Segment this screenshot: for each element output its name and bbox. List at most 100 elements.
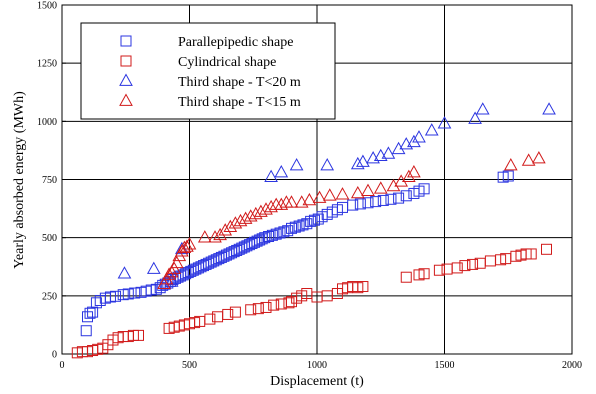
x-tick-label: 1500 (435, 360, 455, 371)
data-point (521, 153, 536, 166)
legend-label: Third shape - T<15 m (178, 95, 301, 110)
data-point (525, 248, 537, 260)
legend-label: Parallepipedic shape (178, 35, 293, 50)
data-point (293, 220, 305, 232)
data-point (354, 198, 366, 210)
data-point (218, 223, 233, 236)
data-point (475, 102, 490, 115)
x-tick-label: 500 (182, 360, 197, 371)
data-point (252, 303, 264, 315)
data-point (254, 204, 268, 217)
data-point (122, 288, 134, 300)
data-point (301, 218, 313, 230)
data-point (213, 227, 227, 241)
data-point (284, 195, 299, 208)
legend: Parallepipedic shape Cylindrical shape Thi… (80, 22, 336, 120)
data-point (87, 306, 99, 318)
data-point (245, 304, 257, 316)
data-point (362, 197, 374, 209)
data-point (302, 192, 317, 206)
data-point (278, 226, 290, 238)
data-point (373, 181, 388, 194)
legend-marker (120, 55, 132, 67)
data-point (305, 215, 317, 227)
data-point (297, 219, 309, 231)
data-point (377, 194, 389, 206)
data-point (468, 111, 482, 124)
data-point (266, 229, 278, 241)
y-tick-label: 1000 (37, 117, 57, 128)
data-point (541, 243, 552, 255)
data-marks (71, 102, 556, 359)
y-axis-title: Yearly absorbed energy (MWh) (12, 91, 27, 269)
data-point (312, 190, 327, 203)
data-point (274, 165, 289, 178)
data-point (412, 130, 426, 143)
data-point (289, 221, 301, 233)
data-point (467, 258, 479, 270)
data-point (401, 169, 416, 182)
data-point (451, 262, 463, 274)
y-tick-label: 500 (42, 233, 57, 244)
data-point (532, 151, 546, 164)
data-point (243, 209, 258, 222)
data-point (264, 169, 278, 182)
data-point (228, 216, 243, 229)
data-point (274, 227, 286, 239)
data-point (437, 116, 452, 129)
data-point (264, 199, 278, 213)
legend-marker (120, 35, 132, 47)
data-point (386, 178, 401, 192)
data-point (459, 260, 471, 272)
legend-marker (119, 93, 133, 106)
data-point (391, 141, 406, 155)
data-point (502, 170, 514, 182)
data-point (260, 301, 272, 313)
data-point (117, 266, 132, 279)
data-point (370, 196, 382, 208)
legend-label: Third shape - T<20 m (178, 75, 301, 90)
x-axis-title: Displacement (t) (270, 374, 364, 389)
data-point (418, 183, 430, 195)
data-point (407, 134, 421, 148)
data-point (289, 158, 304, 171)
data-point (229, 306, 241, 318)
legend-box (80, 22, 336, 120)
data-point (350, 156, 365, 170)
data-point (503, 158, 518, 171)
x-tick-label: 1000 (307, 360, 327, 371)
data-point (286, 222, 297, 234)
data-point (223, 219, 238, 233)
data-point (129, 287, 141, 299)
data-point (180, 239, 194, 252)
legend-label: Cylindrical shape (178, 55, 276, 70)
data-point (133, 329, 144, 341)
data-point (259, 232, 271, 244)
data-point (542, 102, 556, 115)
y-tick-label: 750 (42, 175, 57, 186)
data-point (164, 274, 179, 287)
data-point (248, 206, 263, 220)
data-point (222, 308, 234, 320)
data-point (274, 197, 289, 210)
data-point (270, 228, 282, 240)
data-point (177, 240, 192, 253)
data-point (347, 199, 359, 211)
data-point (146, 261, 161, 274)
data-point (400, 190, 412, 202)
data-point (400, 271, 412, 283)
data-point (238, 211, 253, 224)
data-point (393, 192, 405, 204)
data-point (263, 231, 275, 243)
data-point (80, 325, 92, 337)
data-point (356, 154, 370, 167)
data-point (282, 225, 294, 237)
data-point (169, 255, 184, 269)
data-point (233, 213, 248, 227)
data-point (335, 187, 350, 200)
data-point (259, 202, 273, 215)
data-point (322, 188, 337, 201)
data-point (175, 244, 189, 257)
data-point (407, 165, 421, 178)
